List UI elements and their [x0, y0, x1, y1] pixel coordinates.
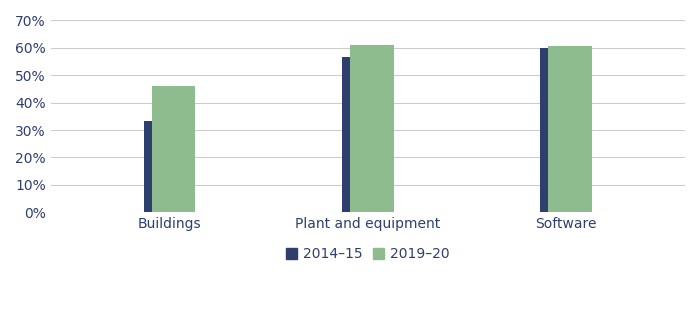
Legend: 2014–15, 2019–20: 2014–15, 2019–20 [281, 242, 455, 267]
Bar [548, 46, 592, 212]
Bar [152, 86, 195, 212]
Bar [144, 121, 188, 212]
Bar [342, 57, 386, 212]
Bar [540, 48, 584, 212]
Bar [350, 45, 393, 212]
